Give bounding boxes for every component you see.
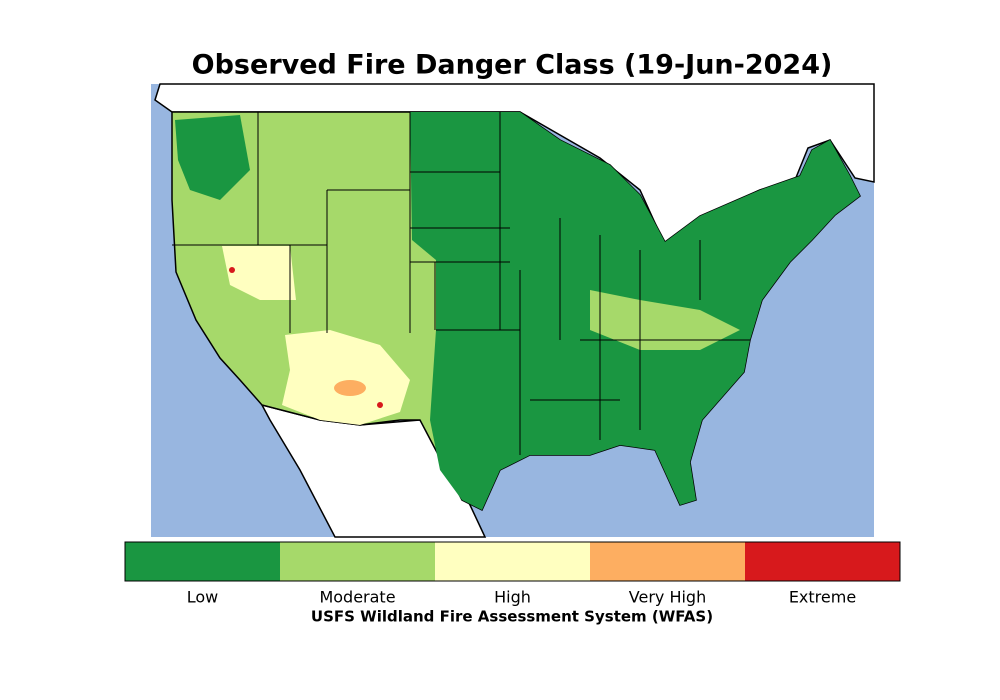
legend-frame <box>124 541 901 582</box>
high-region-arizona <box>282 330 410 425</box>
low-region-northwest <box>175 115 250 200</box>
legend-class-label: Very High <box>629 588 706 607</box>
extreme-patch <box>229 267 235 273</box>
legend-class-label: Extreme <box>789 588 856 607</box>
legend-swatch <box>280 542 435 581</box>
extreme-patch <box>377 402 383 408</box>
high-region-nevada <box>222 246 296 300</box>
moderate-region-south <box>590 290 740 350</box>
legend-swatch <box>745 542 900 581</box>
legend-label: USFS Wildland Fire Assessment System (WF… <box>311 608 713 626</box>
legend-class-label: Moderate <box>319 588 395 607</box>
legend-swatch <box>590 542 745 581</box>
legend: Low Moderate High Very High Extreme <box>124 541 901 607</box>
map <box>151 83 875 538</box>
legend-class-label: High <box>494 588 531 607</box>
state-borders <box>172 112 750 455</box>
legend-swatch <box>435 542 590 581</box>
very-high-patch <box>334 380 366 396</box>
map-title: Observed Fire Danger Class (19-Jun-2024) <box>192 50 833 81</box>
legend-class-label: Low <box>187 588 219 607</box>
legend-swatch <box>125 542 280 581</box>
